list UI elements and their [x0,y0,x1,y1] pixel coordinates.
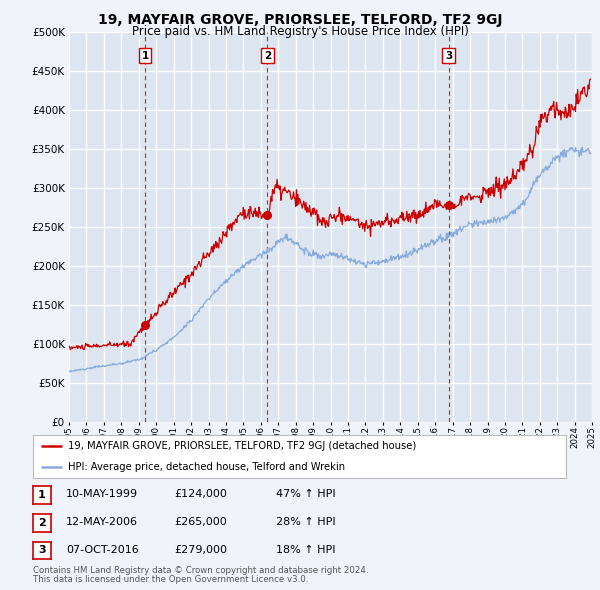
Text: 3: 3 [38,546,46,555]
Text: HPI: Average price, detached house, Telford and Wrekin: HPI: Average price, detached house, Telf… [68,462,345,472]
Text: 2: 2 [263,51,271,61]
Text: Price paid vs. HM Land Registry's House Price Index (HPI): Price paid vs. HM Land Registry's House … [131,25,469,38]
Text: 2: 2 [38,518,46,527]
Text: 3: 3 [445,51,452,61]
Text: 19, MAYFAIR GROVE, PRIORSLEE, TELFORD, TF2 9GJ: 19, MAYFAIR GROVE, PRIORSLEE, TELFORD, T… [98,13,502,27]
Text: 18% ↑ HPI: 18% ↑ HPI [276,545,335,555]
Text: 1: 1 [142,51,149,61]
Text: 28% ↑ HPI: 28% ↑ HPI [276,517,335,527]
Text: £279,000: £279,000 [174,545,227,555]
Text: 07-OCT-2016: 07-OCT-2016 [66,545,139,555]
Text: 12-MAY-2006: 12-MAY-2006 [66,517,138,527]
Text: 1: 1 [38,490,46,500]
Text: £265,000: £265,000 [174,517,227,527]
Text: 19, MAYFAIR GROVE, PRIORSLEE, TELFORD, TF2 9GJ (detached house): 19, MAYFAIR GROVE, PRIORSLEE, TELFORD, T… [68,441,416,451]
Text: 10-MAY-1999: 10-MAY-1999 [66,490,138,499]
Text: 47% ↑ HPI: 47% ↑ HPI [276,490,335,499]
Text: £124,000: £124,000 [174,490,227,499]
Text: This data is licensed under the Open Government Licence v3.0.: This data is licensed under the Open Gov… [33,575,308,584]
Text: Contains HM Land Registry data © Crown copyright and database right 2024.: Contains HM Land Registry data © Crown c… [33,566,368,575]
